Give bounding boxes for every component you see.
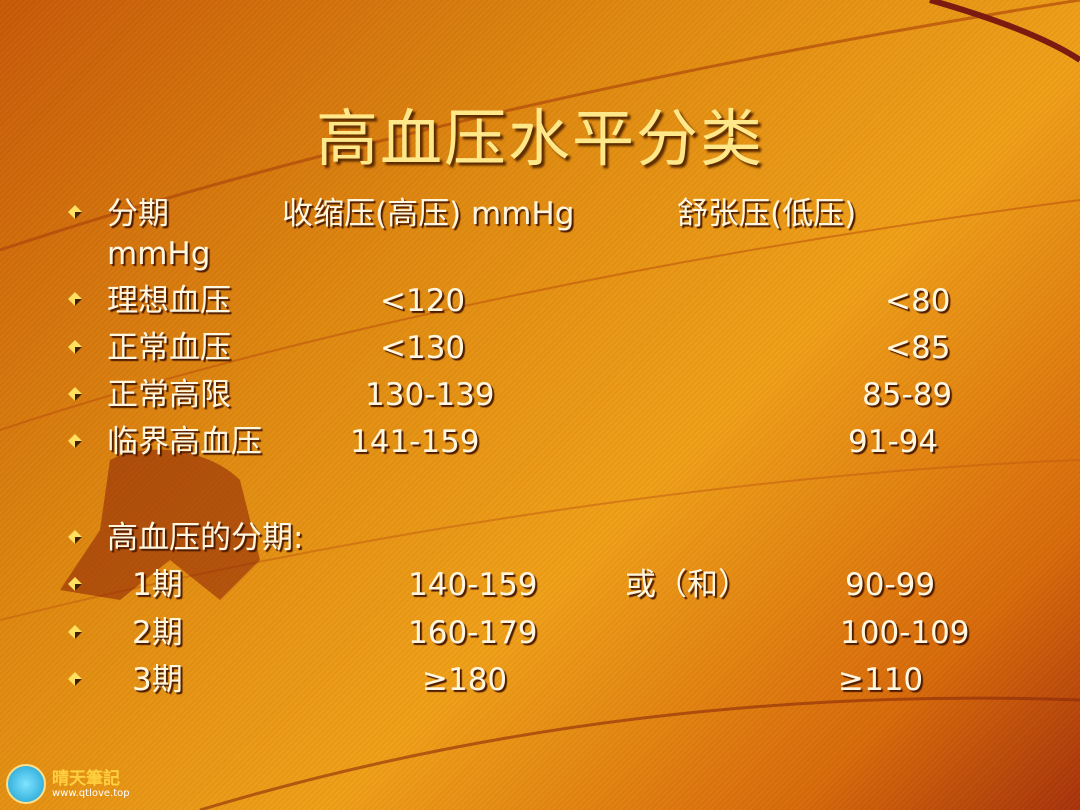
row-systolic: 130-139: [365, 377, 495, 413]
stage-diastolic: ≥110: [838, 662, 924, 698]
stage-diastolic: 90-99: [845, 567, 936, 603]
stage-label: 2期: [132, 615, 183, 651]
row-label: 正常血压: [107, 330, 231, 366]
stage-label: 1期: [132, 567, 183, 603]
row-systolic: 141-159: [350, 424, 480, 460]
stage-label: 3期: [132, 662, 183, 698]
stage-diastolic: 100-109: [840, 615, 970, 651]
stage-systolic: 160-179: [408, 615, 538, 651]
stage-connector: 或（和）: [625, 567, 749, 603]
header-label: 分期: [107, 196, 169, 232]
watermark-logo: 晴天筆記 www.qtlove.top: [6, 764, 130, 804]
stage-systolic: 140-159: [408, 567, 538, 603]
bullet-icon: [68, 292, 82, 306]
bullet-icon: [68, 625, 82, 639]
slide-title: 高血压水平分类: [315, 102, 764, 175]
bullet-icon: [68, 340, 82, 354]
bullet-icon: [68, 672, 82, 686]
header-diastolic: 舒张压(低压): [677, 196, 857, 232]
row-label: 临界高血压: [107, 424, 262, 460]
stages-heading: 高血压的分期:: [107, 520, 304, 556]
header-systolic: 收缩压(高压) mmHg: [282, 196, 575, 232]
row-label: 正常高限: [107, 377, 231, 413]
bullet-icon: [68, 530, 82, 544]
bullet-icon: [68, 434, 82, 448]
stage-systolic: ≥180: [422, 662, 508, 698]
row-diastolic: <85: [885, 330, 951, 366]
watermark-name: 晴天筆記: [52, 768, 120, 789]
row-systolic: <120: [380, 283, 466, 319]
row-systolic: <130: [380, 330, 466, 366]
row-label: 理想血压: [107, 283, 231, 319]
row-diastolic: 85-89: [862, 377, 953, 413]
row-diastolic: <80: [885, 283, 951, 319]
bullet-icon: [68, 205, 82, 219]
bullet-icon: [68, 577, 82, 591]
header-diastolic-unit: mmHg: [107, 236, 211, 272]
book-icon: [6, 764, 46, 804]
watermark-url: www.qtlove.top: [52, 787, 130, 799]
bullet-icon: [68, 387, 82, 401]
row-diastolic: 91-94: [848, 424, 939, 460]
